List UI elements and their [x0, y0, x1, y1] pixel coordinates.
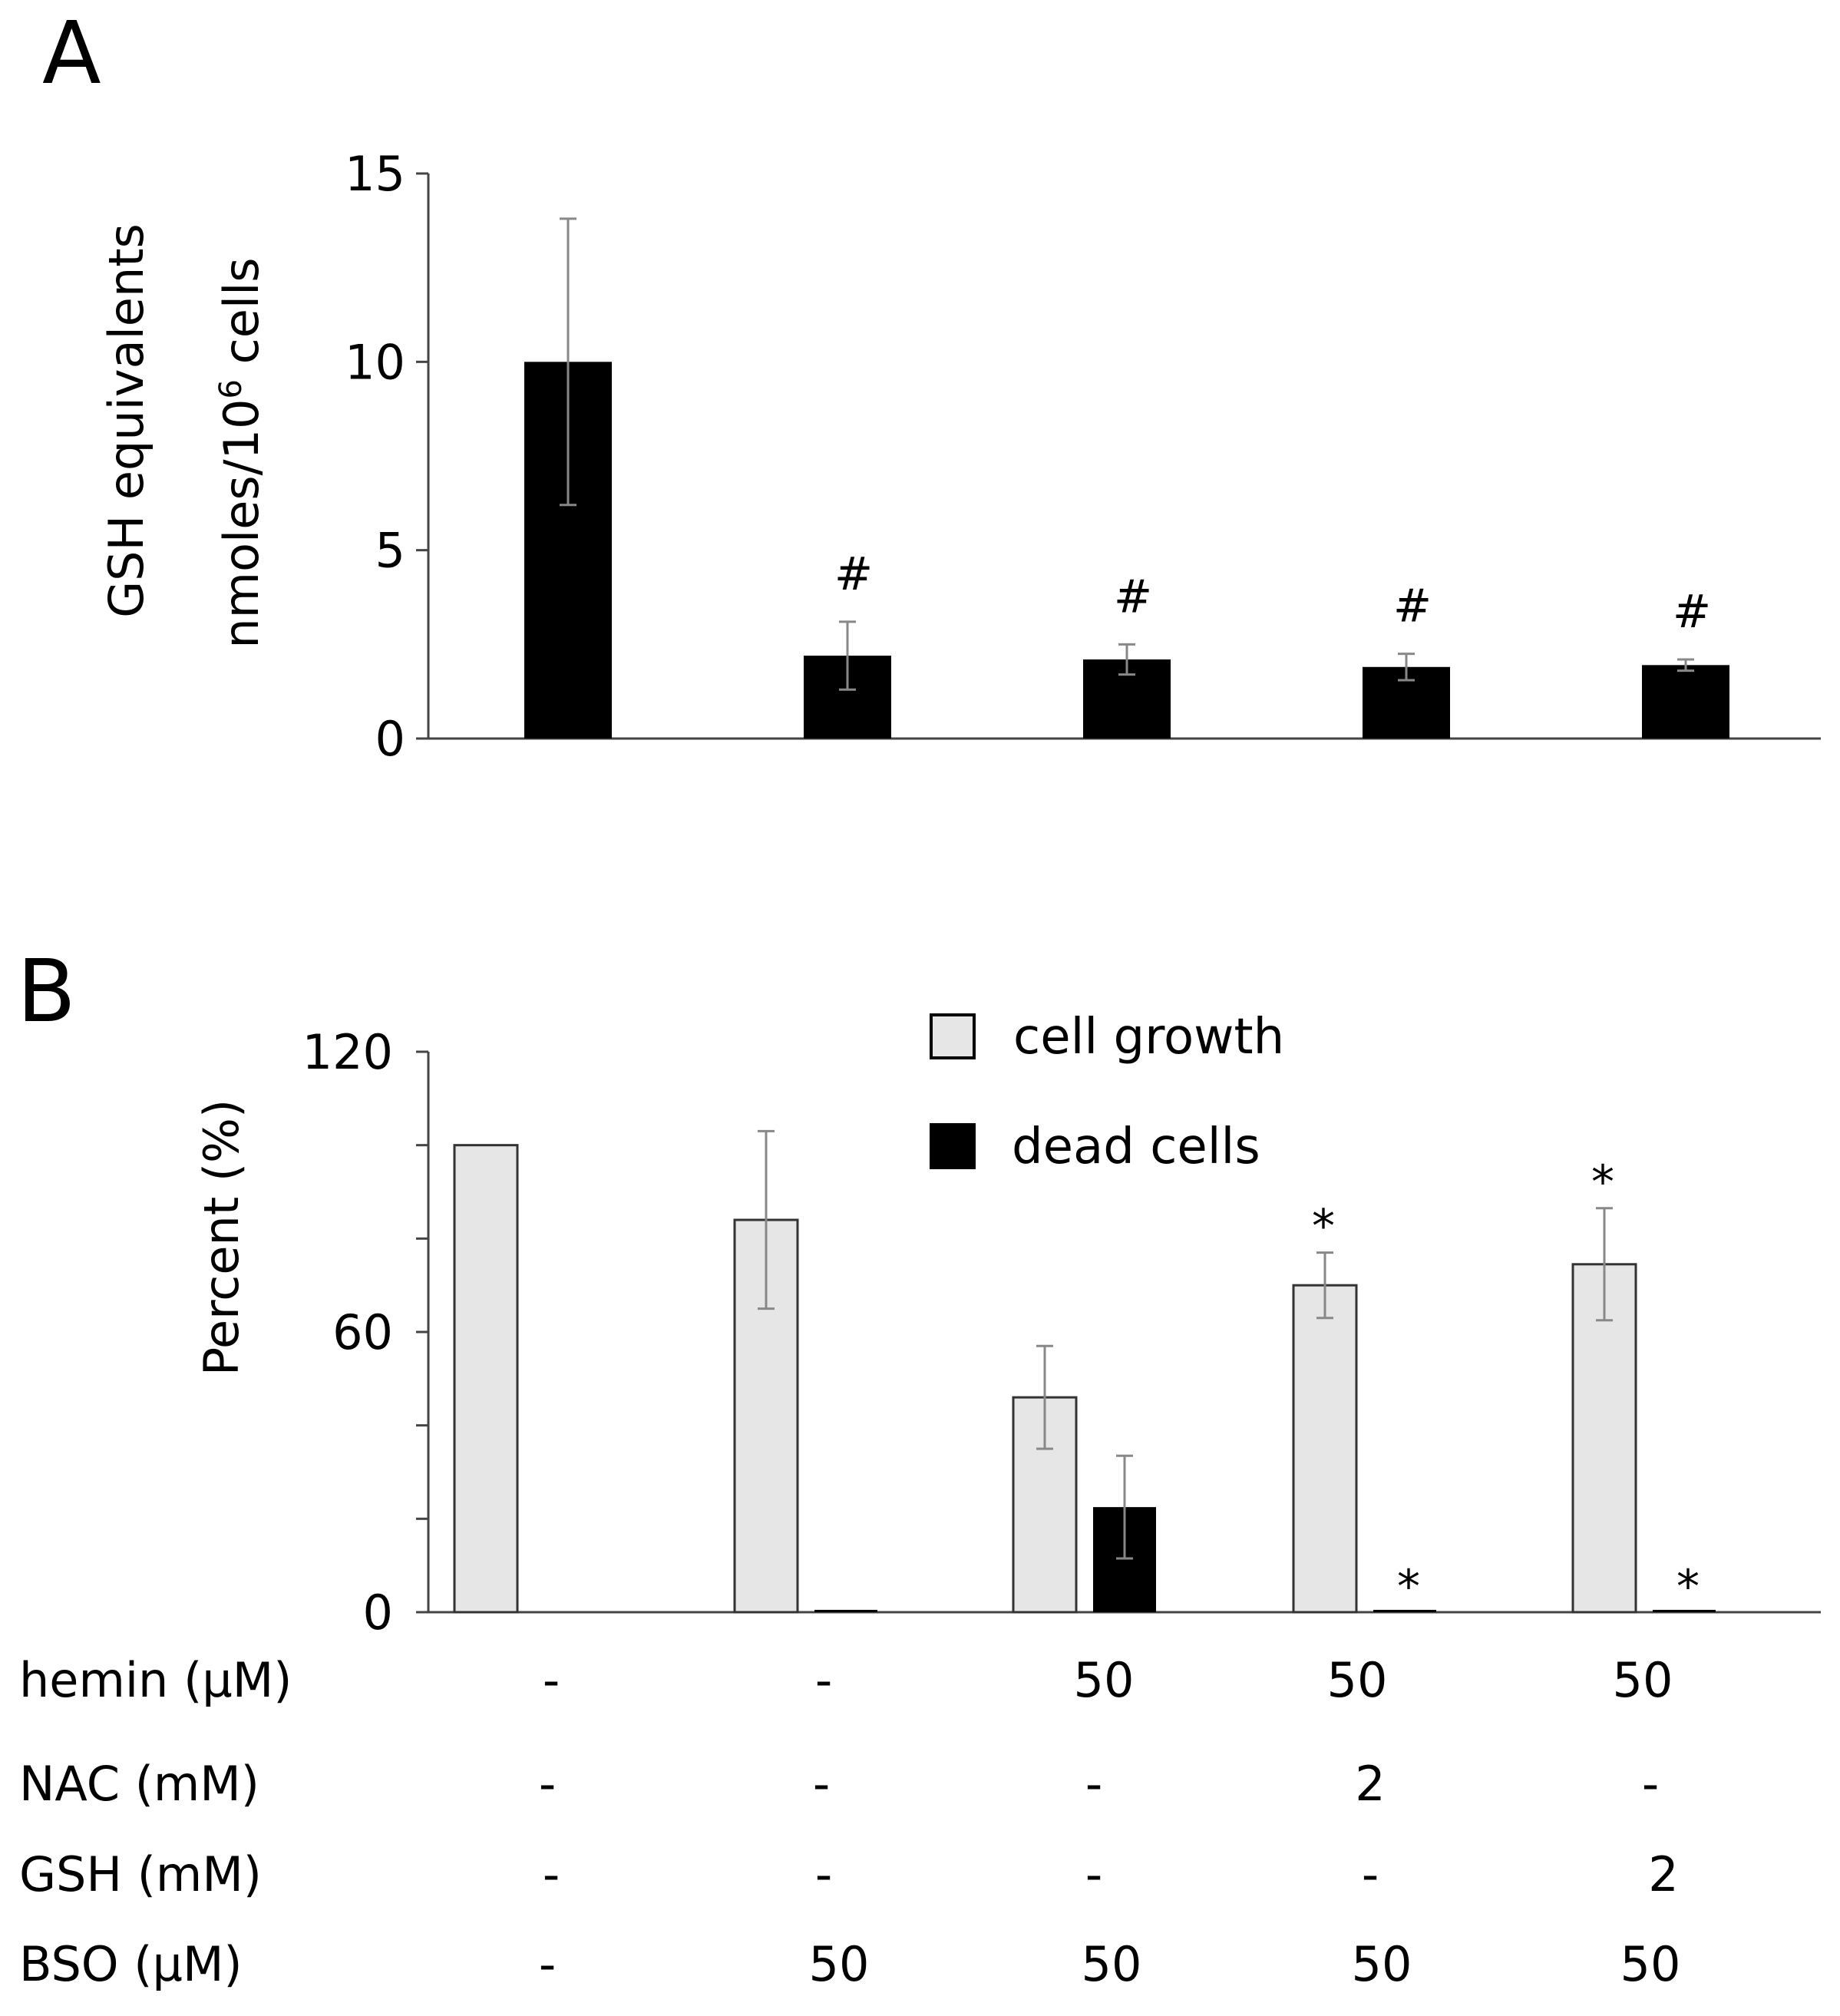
- panel-a-y-tick-label-3: 15: [345, 146, 405, 202]
- panel-a-error-bar-4: [1677, 658, 1694, 673]
- panel-b-y-ticks: 0 60 120: [302, 1024, 428, 1641]
- condition-value-0-0: -: [543, 1652, 560, 1708]
- condition-value-2-4: 2: [1648, 1846, 1678, 1902]
- condition-value-0-1: -: [815, 1652, 832, 1708]
- panel-a-significance-2: #: [1114, 570, 1152, 623]
- panel-a-significance-4: #: [1673, 585, 1711, 639]
- panel-b-dead-bar-4: [1653, 1609, 1716, 1612]
- panel-b-dead-bar-1: [814, 1609, 877, 1612]
- panel-a-y-label-tail: cells: [213, 257, 269, 379]
- panel-b-letter: B: [17, 942, 76, 1042]
- condition-value-0-2: 50: [1074, 1652, 1135, 1708]
- condition-value-2-1: -: [815, 1846, 832, 1902]
- conditions-table: hemin (µM) - - 50 50 50 NAC (mM) - - - 2 - GSH (mM) -…: [19, 1652, 1680, 1992]
- legend-swatch-dead-cells: [930, 1123, 976, 1169]
- condition-value-1-2: -: [1085, 1756, 1102, 1812]
- panel-a-bar-4: [1642, 665, 1729, 739]
- panel-a-error-bar-0: [560, 217, 576, 507]
- panel-a-y-ticks: 0 5 10 15: [345, 146, 428, 767]
- condition-value-0-4: 50: [1613, 1652, 1673, 1708]
- panel-b-growth-significance-3: *: [1312, 1200, 1335, 1254]
- panel-b-dead-significance-3: *: [1397, 1560, 1420, 1614]
- panel-b-growth-significance-4: *: [1591, 1155, 1614, 1209]
- panel-a-significance-1: #: [834, 547, 873, 601]
- condition-value-1-0: -: [539, 1756, 556, 1812]
- panel-a-bars: # # # #: [524, 217, 1729, 739]
- panel-b-growth-bar-0: [453, 1144, 519, 1614]
- condition-value-3-2: 50: [1082, 1936, 1142, 1992]
- condition-label-1: NAC (mM): [19, 1756, 259, 1812]
- panel-b-growth-error-1: [758, 1129, 775, 1310]
- condition-value-2-3: -: [1362, 1846, 1379, 1902]
- condition-value-1-4: -: [1642, 1756, 1659, 1812]
- condition-value-2-0: -: [543, 1846, 560, 1902]
- panel-a-letter: A: [42, 4, 101, 104]
- legend-label-cell-growth: cell growth: [1013, 1009, 1284, 1066]
- panel-b-growth-bar-4: [1571, 1263, 1637, 1614]
- panel-a-y-label-superscript: 6: [213, 379, 249, 398]
- panel-b-growth-bar-3: [1292, 1284, 1358, 1614]
- condition-value-1-1: -: [813, 1756, 830, 1812]
- panel-a-y-label-units: nmoles/10: [213, 399, 269, 649]
- panel-b-growth-error-3: [1316, 1251, 1333, 1320]
- panel-b-dead-bar-3: [1373, 1609, 1436, 1612]
- panel-b-y-tick-label-1: 60: [332, 1304, 393, 1360]
- panel-b-bars: * * * *: [453, 1129, 1716, 1614]
- condition-value-3-4: 50: [1620, 1936, 1681, 1992]
- condition-label-3: BSO (µM): [19, 1936, 243, 1992]
- panel-a-significance-3: #: [1393, 580, 1432, 633]
- panel-b-dead-error-2: [1116, 1454, 1133, 1560]
- panel-b-dead-significance-4: *: [1676, 1560, 1700, 1614]
- condition-value-3-3: 50: [1352, 1936, 1412, 1992]
- panel-a: A GSH equivalents nmoles/106 cells 0 5 10 1…: [42, 4, 1821, 767]
- panel-b-y-label: Percent (%): [193, 1099, 249, 1376]
- panel-a-error-bar-3: [1398, 653, 1415, 682]
- condition-value-3-0: -: [539, 1936, 556, 1992]
- panel-a-y-tick-label-2: 10: [345, 334, 405, 390]
- legend-label-dead-cells: dead cells: [1012, 1119, 1260, 1175]
- condition-label-0: hemin (µM): [19, 1652, 292, 1708]
- condition-value-2-2: -: [1085, 1846, 1102, 1902]
- panel-a-y-tick-label-0: 0: [375, 711, 405, 767]
- panel-b-growth-error-2: [1036, 1344, 1053, 1450]
- panel-b-growth-error-4: [1596, 1207, 1613, 1322]
- legend-swatch-cell-growth: [930, 1013, 976, 1059]
- condition-label-2: GSH (mM): [19, 1846, 262, 1902]
- panel-b: B Percent (%) 0 60 120 cell growth dead ce…: [17, 942, 1821, 1992]
- panel-a-error-bar-1: [839, 620, 856, 691]
- panel-a-y-tick-label-1: 5: [375, 523, 405, 579]
- panel-a-y-label-line2: nmoles/106 cells: [213, 257, 269, 648]
- panel-b-y-tick-label-0: 0: [363, 1585, 393, 1641]
- panel-b-y-tick-label-2: 120: [302, 1024, 393, 1080]
- panel-b-legend: cell growth dead cells: [930, 1009, 1284, 1175]
- condition-value-0-3: 50: [1327, 1652, 1388, 1708]
- condition-value-1-3: 2: [1355, 1756, 1385, 1812]
- panel-a-y-axis-label: GSH equivalents nmoles/106 cells: [98, 223, 269, 648]
- panel-a-error-bar-2: [1118, 643, 1135, 676]
- panel-a-y-label-line1: GSH equivalents: [98, 223, 154, 618]
- condition-value-3-1: 50: [809, 1936, 870, 1992]
